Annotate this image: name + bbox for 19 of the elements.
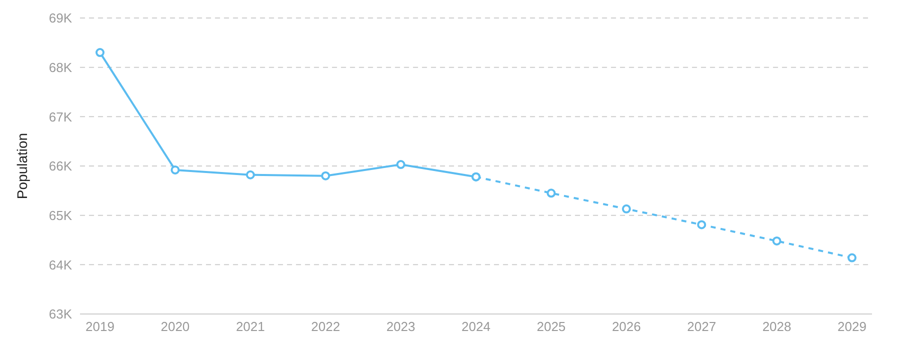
y-tick-label: 64K (48, 257, 72, 272)
x-tick-label: 2028 (762, 319, 792, 334)
x-tick-label: 2026 (612, 319, 641, 334)
x-tick-label: 2022 (311, 319, 340, 334)
y-tick-label: 68K (48, 60, 72, 75)
y-tick-label: 67K (48, 109, 72, 124)
x-tick-label: 2029 (838, 319, 866, 334)
y-axis-title: Population (14, 132, 30, 200)
x-tick-label: 2020 (160, 319, 190, 334)
x-tick-label: 2025 (536, 319, 566, 334)
x-tick-label: 2024 (462, 319, 490, 334)
x-tick-label: 2027 (687, 319, 716, 334)
y-tick-label: 69K (48, 10, 72, 26)
y-tick-label: 63K (48, 306, 72, 322)
x-tick-label: 2023 (386, 319, 416, 334)
x-tick-label: 2021 (236, 319, 265, 334)
y-tick-label: 66K (48, 158, 72, 174)
y-tick-label: 65K (48, 208, 72, 223)
x-tick-label: 2019 (86, 319, 114, 334)
